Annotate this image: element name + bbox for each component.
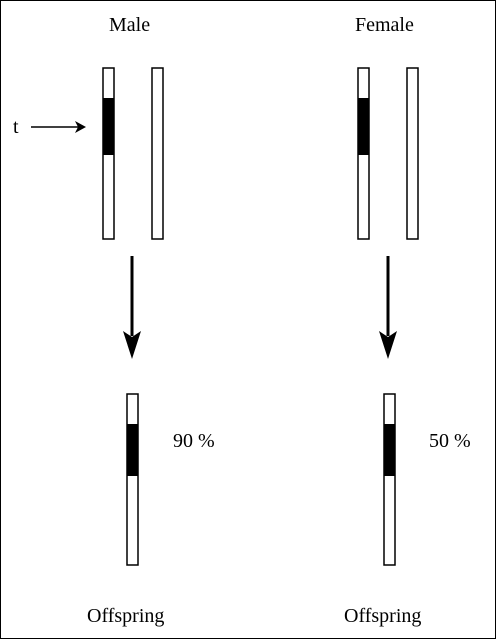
female-homolog-chromosome	[406, 67, 419, 240]
female-offspring-chromosome	[383, 393, 396, 566]
male-offspring-chromosome	[126, 393, 139, 566]
male-t-segment	[103, 98, 114, 155]
female-title: Female	[355, 14, 414, 36]
male-title: Male	[109, 14, 151, 36]
female-t-segment	[358, 98, 369, 155]
t-marker-label: t	[13, 116, 19, 138]
female-inheritance-arrow	[379, 256, 397, 359]
female-offspring-label: Offspring	[344, 605, 422, 627]
male-parent-chromosomes	[102, 67, 164, 240]
male-inheritance-arrow	[123, 256, 141, 359]
female-offspring-percent: 50 %	[429, 430, 471, 452]
t-pointer-arrow	[31, 121, 86, 133]
female-parent-chromosomes	[357, 67, 419, 240]
male-offspring-t-segment	[127, 424, 138, 476]
female-offspring-t-segment	[384, 424, 395, 476]
male-homolog-chromosome	[151, 67, 164, 240]
male-offspring-label: Offspring	[87, 605, 165, 627]
male-offspring-percent: 90 %	[173, 430, 215, 452]
